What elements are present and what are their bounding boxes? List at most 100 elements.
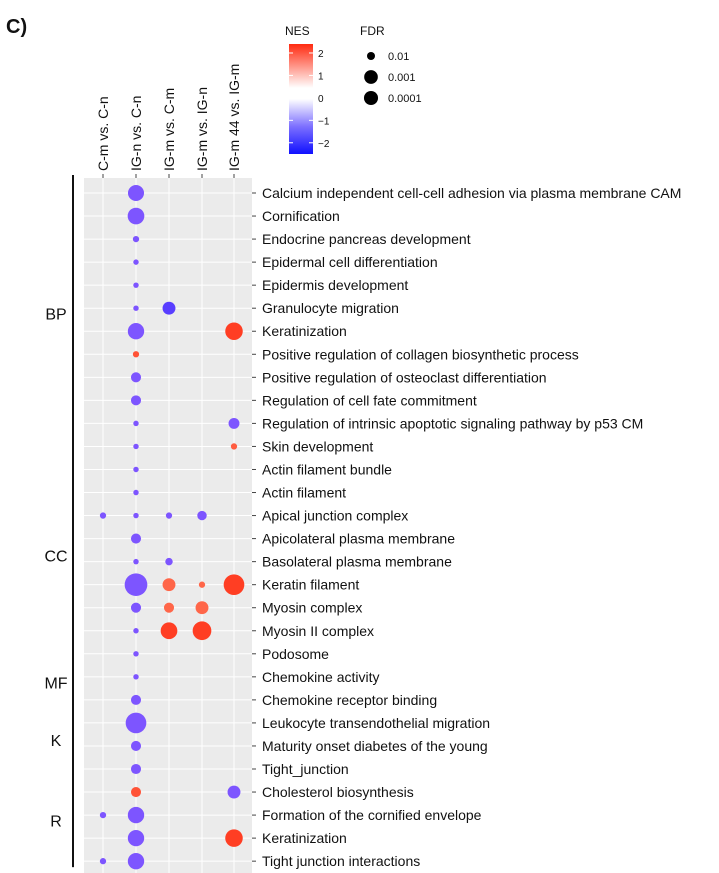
data-point — [130, 602, 142, 613]
data-point — [228, 417, 240, 429]
data-point — [162, 578, 176, 592]
y-tick-label: Podosome — [262, 646, 329, 662]
y-tick-label: Epidermal cell differentiation — [262, 254, 438, 270]
fdr-legend-dot — [366, 51, 376, 61]
data-point — [165, 512, 173, 519]
data-point — [133, 282, 139, 288]
nes-tick-label: 0 — [318, 94, 324, 105]
nes-legend-title: NES — [285, 24, 310, 38]
y-tick-label: Apicolateral plasma membrane — [262, 531, 455, 547]
y-tick-label: Tight junction interactions — [262, 853, 420, 869]
plot-panel — [84, 178, 252, 873]
y-tick-label: Regulation of intrinsic apoptotic signal… — [262, 415, 643, 431]
y-tick-label: Chemokine receptor binding — [262, 692, 437, 708]
panel-background — [84, 178, 252, 873]
data-point — [125, 712, 147, 734]
x-tick-label: IG-n vs. C-n — [128, 96, 144, 171]
data-point — [130, 787, 142, 798]
x-tick-label: IG-m vs. C-m — [161, 88, 177, 171]
y-tick-label: Epidermis development — [262, 277, 408, 293]
y-tick-label: Actin filament — [262, 485, 346, 501]
data-point — [225, 322, 243, 340]
data-point — [133, 259, 139, 265]
y-tick-label: Cholesterol biosynthesis — [262, 784, 414, 800]
data-point — [99, 811, 107, 819]
fdr-legend-label: 0.01 — [388, 51, 409, 63]
data-point — [130, 395, 142, 406]
data-point — [99, 858, 107, 865]
group-label: CC — [44, 549, 67, 566]
y-tick-label: Positive regulation of osteoclast differ… — [262, 369, 547, 385]
data-point — [99, 512, 107, 519]
x-axis-labels: C-m vs. C-n IG-n vs. C-n IG-m vs. C-m IG-m … — [95, 64, 242, 178]
panel-label: C) — [6, 16, 27, 38]
data-point — [130, 740, 142, 752]
nes-color-bar — [289, 44, 313, 154]
data-point — [133, 305, 139, 311]
y-tick-label: Actin filament bundle — [262, 461, 392, 477]
data-point — [132, 235, 140, 243]
data-point — [127, 806, 145, 824]
data-point — [160, 622, 178, 640]
data-point — [133, 420, 139, 427]
data-point — [127, 207, 145, 225]
data-point — [227, 785, 241, 799]
y-tick-label: Tight_junction — [262, 761, 349, 777]
data-point — [223, 574, 245, 596]
data-point — [130, 533, 142, 544]
y-tick-label: Keratin filament — [262, 577, 359, 593]
data-point — [130, 763, 142, 775]
data-point — [130, 694, 142, 705]
y-tick-label: Calcium independent cell-cell adhesion v… — [262, 185, 681, 201]
fdr-legend: FDR 0.01 0.001 0.0001 — [360, 24, 422, 106]
nes-legend: NES 2 1 0 −1 −2 — [285, 24, 330, 154]
data-point — [127, 323, 145, 340]
data-point — [198, 581, 206, 588]
y-tick-label: Maturity onset diabetes of the young — [262, 738, 488, 754]
y-tick-label: Formation of the cornified envelope — [262, 807, 482, 823]
data-point — [133, 466, 139, 473]
nes-tick-label: 2 — [318, 49, 324, 60]
y-tick-label: Regulation of cell fate commitment — [262, 392, 477, 408]
y-tick-label: Apical junction complex — [262, 508, 408, 524]
data-point — [124, 573, 148, 597]
data-point — [195, 601, 209, 615]
fdr-legend-label: 0.001 — [388, 72, 416, 84]
group-label: K — [51, 733, 62, 750]
fdr-legend-title: FDR — [360, 24, 385, 38]
y-tick-label: Keratinization — [262, 830, 347, 846]
data-point — [225, 829, 243, 847]
data-point — [133, 674, 139, 680]
data-point — [133, 443, 139, 450]
nes-tick-label: −1 — [318, 116, 330, 127]
data-point — [132, 351, 140, 358]
x-tick-label: IG-m vs. IG-n — [194, 87, 210, 171]
fdr-legend-dot — [363, 90, 379, 106]
data-point — [133, 558, 139, 565]
y-axis-labels: Calcium independent cell-cell adhesion v… — [252, 185, 681, 869]
data-point — [133, 628, 139, 634]
data-point — [230, 443, 238, 450]
fdr-legend-label: 0.0001 — [388, 93, 422, 105]
data-point — [130, 372, 142, 383]
y-tick-label: Endocrine pancreas development — [262, 231, 471, 247]
y-tick-label: Chemokine activity — [262, 669, 380, 685]
grid-lines — [84, 178, 252, 873]
data-point — [127, 852, 145, 870]
data-points — [99, 184, 245, 870]
data-point — [127, 184, 145, 202]
y-tick-label: Myosin complex — [262, 600, 362, 616]
nes-tick-label: −2 — [318, 139, 330, 150]
y-tick-label: Basolateral plasma membrane — [262, 554, 452, 570]
data-point — [127, 829, 145, 847]
y-tick-label: Keratinization — [262, 323, 347, 339]
y-tick-label: Cornification — [262, 208, 340, 224]
fdr-legend-dot — [364, 70, 378, 84]
nes-tick-label: 1 — [318, 71, 324, 82]
y-tick-label: Positive regulation of collagen biosynth… — [262, 346, 579, 362]
group-label: MF — [44, 675, 67, 692]
y-tick-label: Skin development — [262, 438, 373, 454]
data-point — [133, 651, 139, 657]
data-point — [133, 489, 139, 496]
